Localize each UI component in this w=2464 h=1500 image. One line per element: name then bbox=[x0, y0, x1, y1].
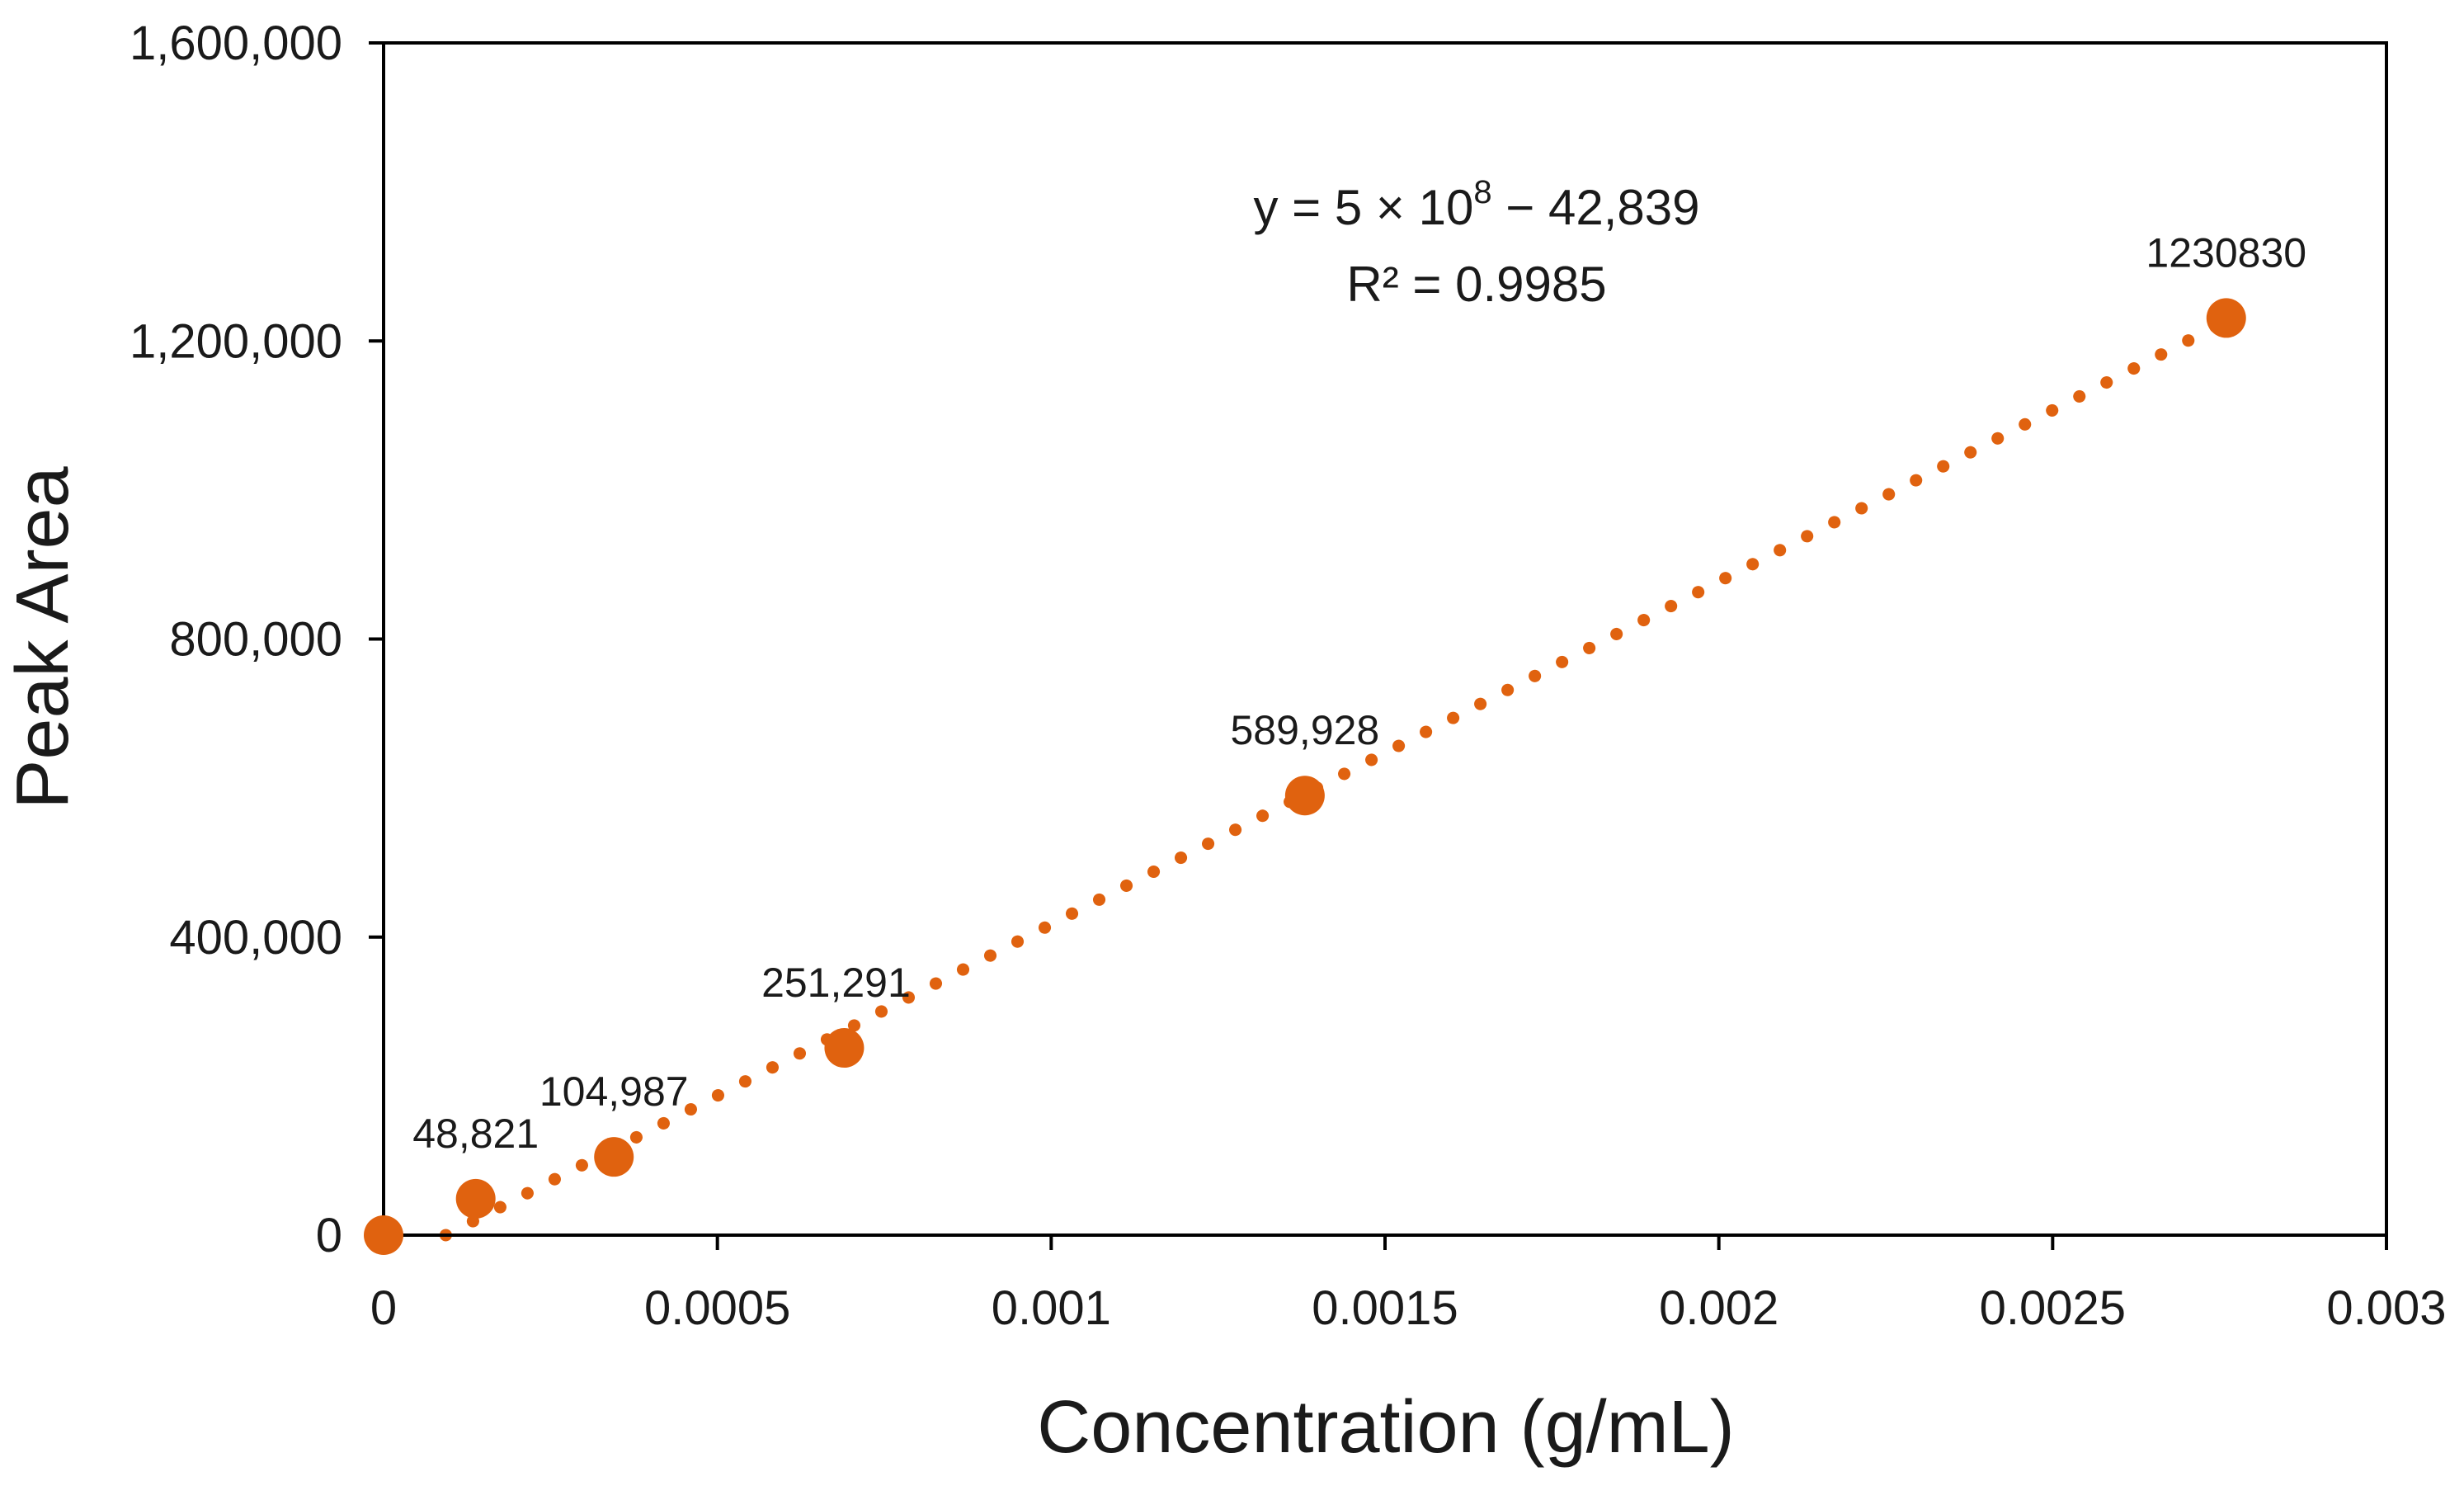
x-tick-label: 0.0025 bbox=[1980, 1281, 2126, 1335]
data-label: 48,821 bbox=[412, 1111, 539, 1157]
y-axis-title: Peak Area bbox=[2, 465, 84, 809]
y-tick-label: 0 bbox=[316, 1209, 342, 1262]
data-point bbox=[455, 1178, 496, 1219]
x-axis-title: Concentration (g/mL) bbox=[1037, 1386, 1734, 1469]
data-point bbox=[2206, 298, 2246, 338]
x-tick-label: 0.0005 bbox=[644, 1281, 790, 1335]
y-tick-label: 800,000 bbox=[169, 613, 342, 667]
data-point bbox=[364, 1215, 403, 1255]
data-point bbox=[1284, 776, 1325, 816]
trendline bbox=[439, 314, 2233, 1242]
data-label: 251,291 bbox=[761, 960, 911, 1006]
x-tick-label: 0.003 bbox=[2326, 1281, 2446, 1335]
x-tick-label: 0.001 bbox=[992, 1281, 1111, 1335]
data-point bbox=[824, 1028, 865, 1068]
trendline-equation: y = 5 × 108 − 42,839 bbox=[1253, 174, 1699, 235]
axes: 0 0.0005 0.001 0.0015 0.002 0.0025 0.003 0 400,0… bbox=[130, 17, 2447, 1335]
y-tick-label: 1,600,000 bbox=[130, 17, 342, 70]
x-tick-label: 0.0015 bbox=[1312, 1281, 1458, 1335]
x-tick-label: 0 bbox=[370, 1281, 397, 1335]
data-points bbox=[364, 298, 2246, 1255]
trendline-r-squared: R² = 0.9985 bbox=[1346, 257, 1606, 312]
y-tick-label: 1,200,000 bbox=[130, 314, 342, 368]
y-tick-label: 400,000 bbox=[169, 911, 342, 965]
data-point bbox=[594, 1137, 634, 1177]
data-label: 1230830 bbox=[2146, 229, 2306, 276]
trendline-dotted-line bbox=[439, 314, 2233, 1242]
data-label: 104,987 bbox=[539, 1068, 689, 1115]
x-tick-label: 0.002 bbox=[1659, 1281, 1779, 1335]
data-label: 589,928 bbox=[1231, 707, 1380, 753]
